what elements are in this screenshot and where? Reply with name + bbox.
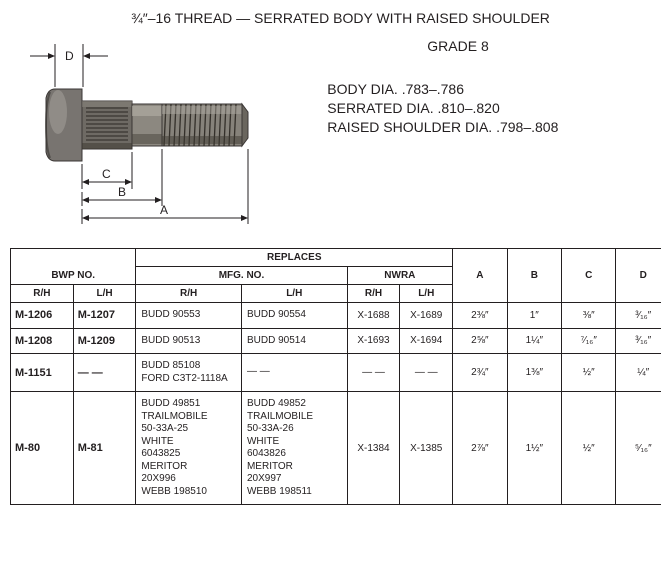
cell-mfg-lh: BUDD 49852 TRAILMOBILE 50-33A-26 WHITE 6… — [241, 392, 347, 505]
header-nwra-lh: L/H — [400, 285, 453, 303]
diagram-area: D — [10, 34, 327, 234]
table-row: M-1151— —BUDD 85108 FORD C3T2-1118A— —— … — [11, 354, 661, 392]
bolt-diagram: D — [10, 34, 310, 234]
header-bwp-rh: R/H — [11, 285, 74, 303]
cell-c: ⁷⁄₁₆″ — [562, 328, 616, 354]
cell-nwra-lh: X-1689 — [400, 303, 453, 329]
cell-bwp-lh: — — — [73, 354, 136, 392]
header-nwra: NWRA — [347, 267, 453, 285]
cell-c: ⅜″ — [562, 303, 616, 329]
cell-bwp-rh: M-1206 — [11, 303, 74, 329]
header-bwp-lh: L/H — [73, 285, 136, 303]
cell-c: ½″ — [562, 354, 616, 392]
diagram-label-b: B — [118, 185, 126, 199]
table-row: M-1206M-1207BUDD 90553BUDD 90554X-1688X-… — [11, 303, 661, 329]
cell-a: 2⅜″ — [453, 303, 507, 329]
header-b: B — [507, 249, 561, 303]
cell-mfg-rh: BUDD 85108 FORD C3T2-1118A — [136, 354, 242, 392]
cell-b: 1″ — [507, 303, 561, 329]
cell-d: ³⁄₁₆″ — [616, 303, 661, 329]
header-bwp: BWP NO. — [11, 249, 136, 285]
table-row: M-1208M-1209BUDD 90513BUDD 90514X-1693X-… — [11, 328, 661, 354]
spec-body-dia: BODY DIA. .783–.786 — [327, 80, 661, 99]
cell-bwp-rh: M-1208 — [11, 328, 74, 354]
cell-mfg-rh: BUDD 49851 TRAILMOBILE 50-33A-25 WHITE 6… — [136, 392, 242, 505]
diagram-label-d: D — [65, 49, 74, 63]
grade-label: GRADE 8 — [327, 38, 661, 54]
header-mfg: MFG. NO. — [136, 267, 347, 285]
cell-bwp-lh: M-1207 — [73, 303, 136, 329]
cell-nwra-rh: X-1693 — [347, 328, 400, 354]
cell-nwra-lh: — — — [400, 354, 453, 392]
header-c: C — [562, 249, 616, 303]
header-a: A — [453, 249, 507, 303]
spec-shoulder-dia: RAISED SHOULDER DIA. .798–.808 — [327, 118, 661, 137]
diagram-label-c: C — [102, 167, 111, 181]
cell-b: 1¼″ — [507, 328, 561, 354]
cell-bwp-lh: M-1209 — [73, 328, 136, 354]
cell-b: 1⅜″ — [507, 354, 561, 392]
header-nwra-rh: R/H — [347, 285, 400, 303]
cell-bwp-lh: M-81 — [73, 392, 136, 505]
cell-a: 2⅞″ — [453, 392, 507, 505]
cell-nwra-rh: X-1688 — [347, 303, 400, 329]
cell-b: 1½″ — [507, 392, 561, 505]
header-d: D — [616, 249, 661, 303]
cell-mfg-lh: BUDD 90514 — [241, 328, 347, 354]
cell-nwra-lh: X-1385 — [400, 392, 453, 505]
table-row: M-80M-81BUDD 49851 TRAILMOBILE 50-33A-25… — [11, 392, 661, 505]
cell-nwra-lh: X-1694 — [400, 328, 453, 354]
cell-nwra-rh: X-1384 — [347, 392, 400, 505]
spec-table: BWP NO. REPLACES A B C D MFG. NO. NWRA R… — [10, 248, 661, 505]
header-mfg-lh: L/H — [241, 285, 347, 303]
cell-bwp-rh: M-1151 — [11, 354, 74, 392]
cell-nwra-rh: — — — [347, 354, 400, 392]
cell-d: ⁵⁄₁₆″ — [616, 392, 661, 505]
cell-mfg-rh: BUDD 90513 — [136, 328, 242, 354]
cell-c: ½″ — [562, 392, 616, 505]
header-replaces: REPLACES — [136, 249, 453, 267]
cell-d: ¼″ — [616, 354, 661, 392]
diagram-label-a: A — [160, 203, 168, 217]
specs-area: GRADE 8 BODY DIA. .783–.786 SERRATED DIA… — [327, 34, 661, 234]
spec-serrated-dia: SERRATED DIA. .810–.820 — [327, 99, 661, 118]
top-section: D — [10, 34, 661, 234]
cell-mfg-rh: BUDD 90553 — [136, 303, 242, 329]
page-title: ¾″–16 THREAD — SERRATED BODY WITH RAISED… — [10, 10, 661, 26]
cell-bwp-rh: M-80 — [11, 392, 74, 505]
cell-a: 2⅝″ — [453, 328, 507, 354]
cell-mfg-lh: BUDD 90554 — [241, 303, 347, 329]
cell-d: ³⁄₁₆″ — [616, 328, 661, 354]
cell-mfg-lh: — — — [241, 354, 347, 392]
cell-a: 2¾″ — [453, 354, 507, 392]
header-mfg-rh: R/H — [136, 285, 242, 303]
